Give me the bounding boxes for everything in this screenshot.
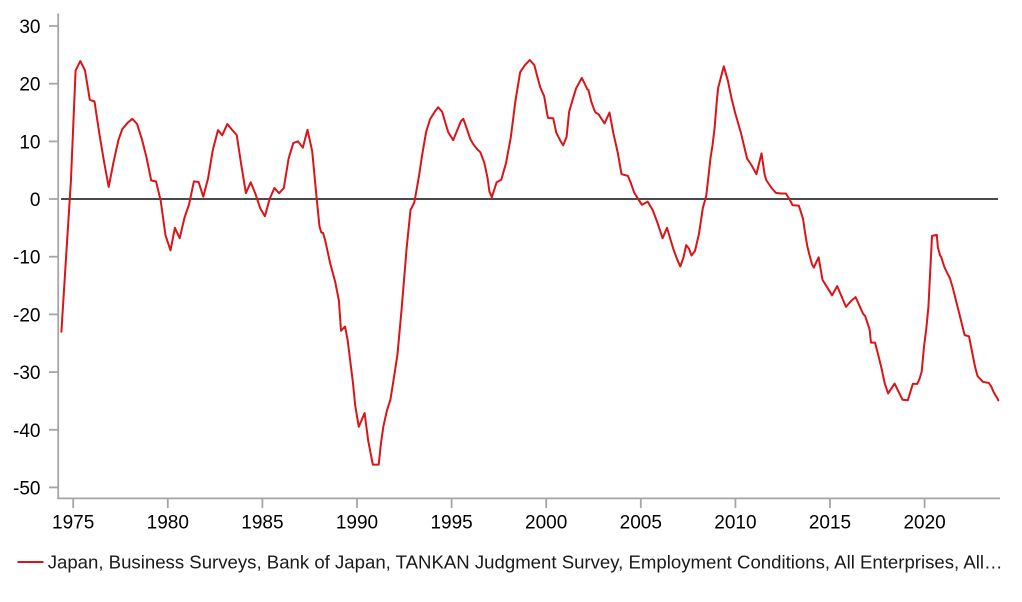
svg-text:1990: 1990: [336, 513, 378, 534]
svg-text:-40: -40: [13, 421, 40, 442]
svg-text:2000: 2000: [525, 513, 567, 534]
svg-text:Japan, Business Surveys, Bank: Japan, Business Surveys, Bank of Japan, …: [48, 552, 1003, 573]
svg-text:20: 20: [19, 75, 40, 96]
svg-text:-20: -20: [13, 305, 40, 326]
svg-text:0: 0: [30, 190, 41, 211]
svg-text:2010: 2010: [714, 513, 756, 534]
svg-text:-30: -30: [13, 363, 40, 384]
svg-text:2020: 2020: [903, 513, 945, 534]
svg-text:-10: -10: [13, 248, 40, 269]
svg-text:1975: 1975: [52, 513, 94, 534]
svg-text:10: 10: [19, 132, 40, 153]
svg-text:1985: 1985: [241, 513, 283, 534]
svg-text:1995: 1995: [430, 513, 472, 534]
svg-text:1980: 1980: [147, 513, 189, 534]
svg-text:2005: 2005: [620, 513, 662, 534]
svg-text:-50: -50: [13, 478, 40, 499]
svg-text:30: 30: [19, 17, 40, 38]
svg-text:2015: 2015: [809, 513, 851, 534]
